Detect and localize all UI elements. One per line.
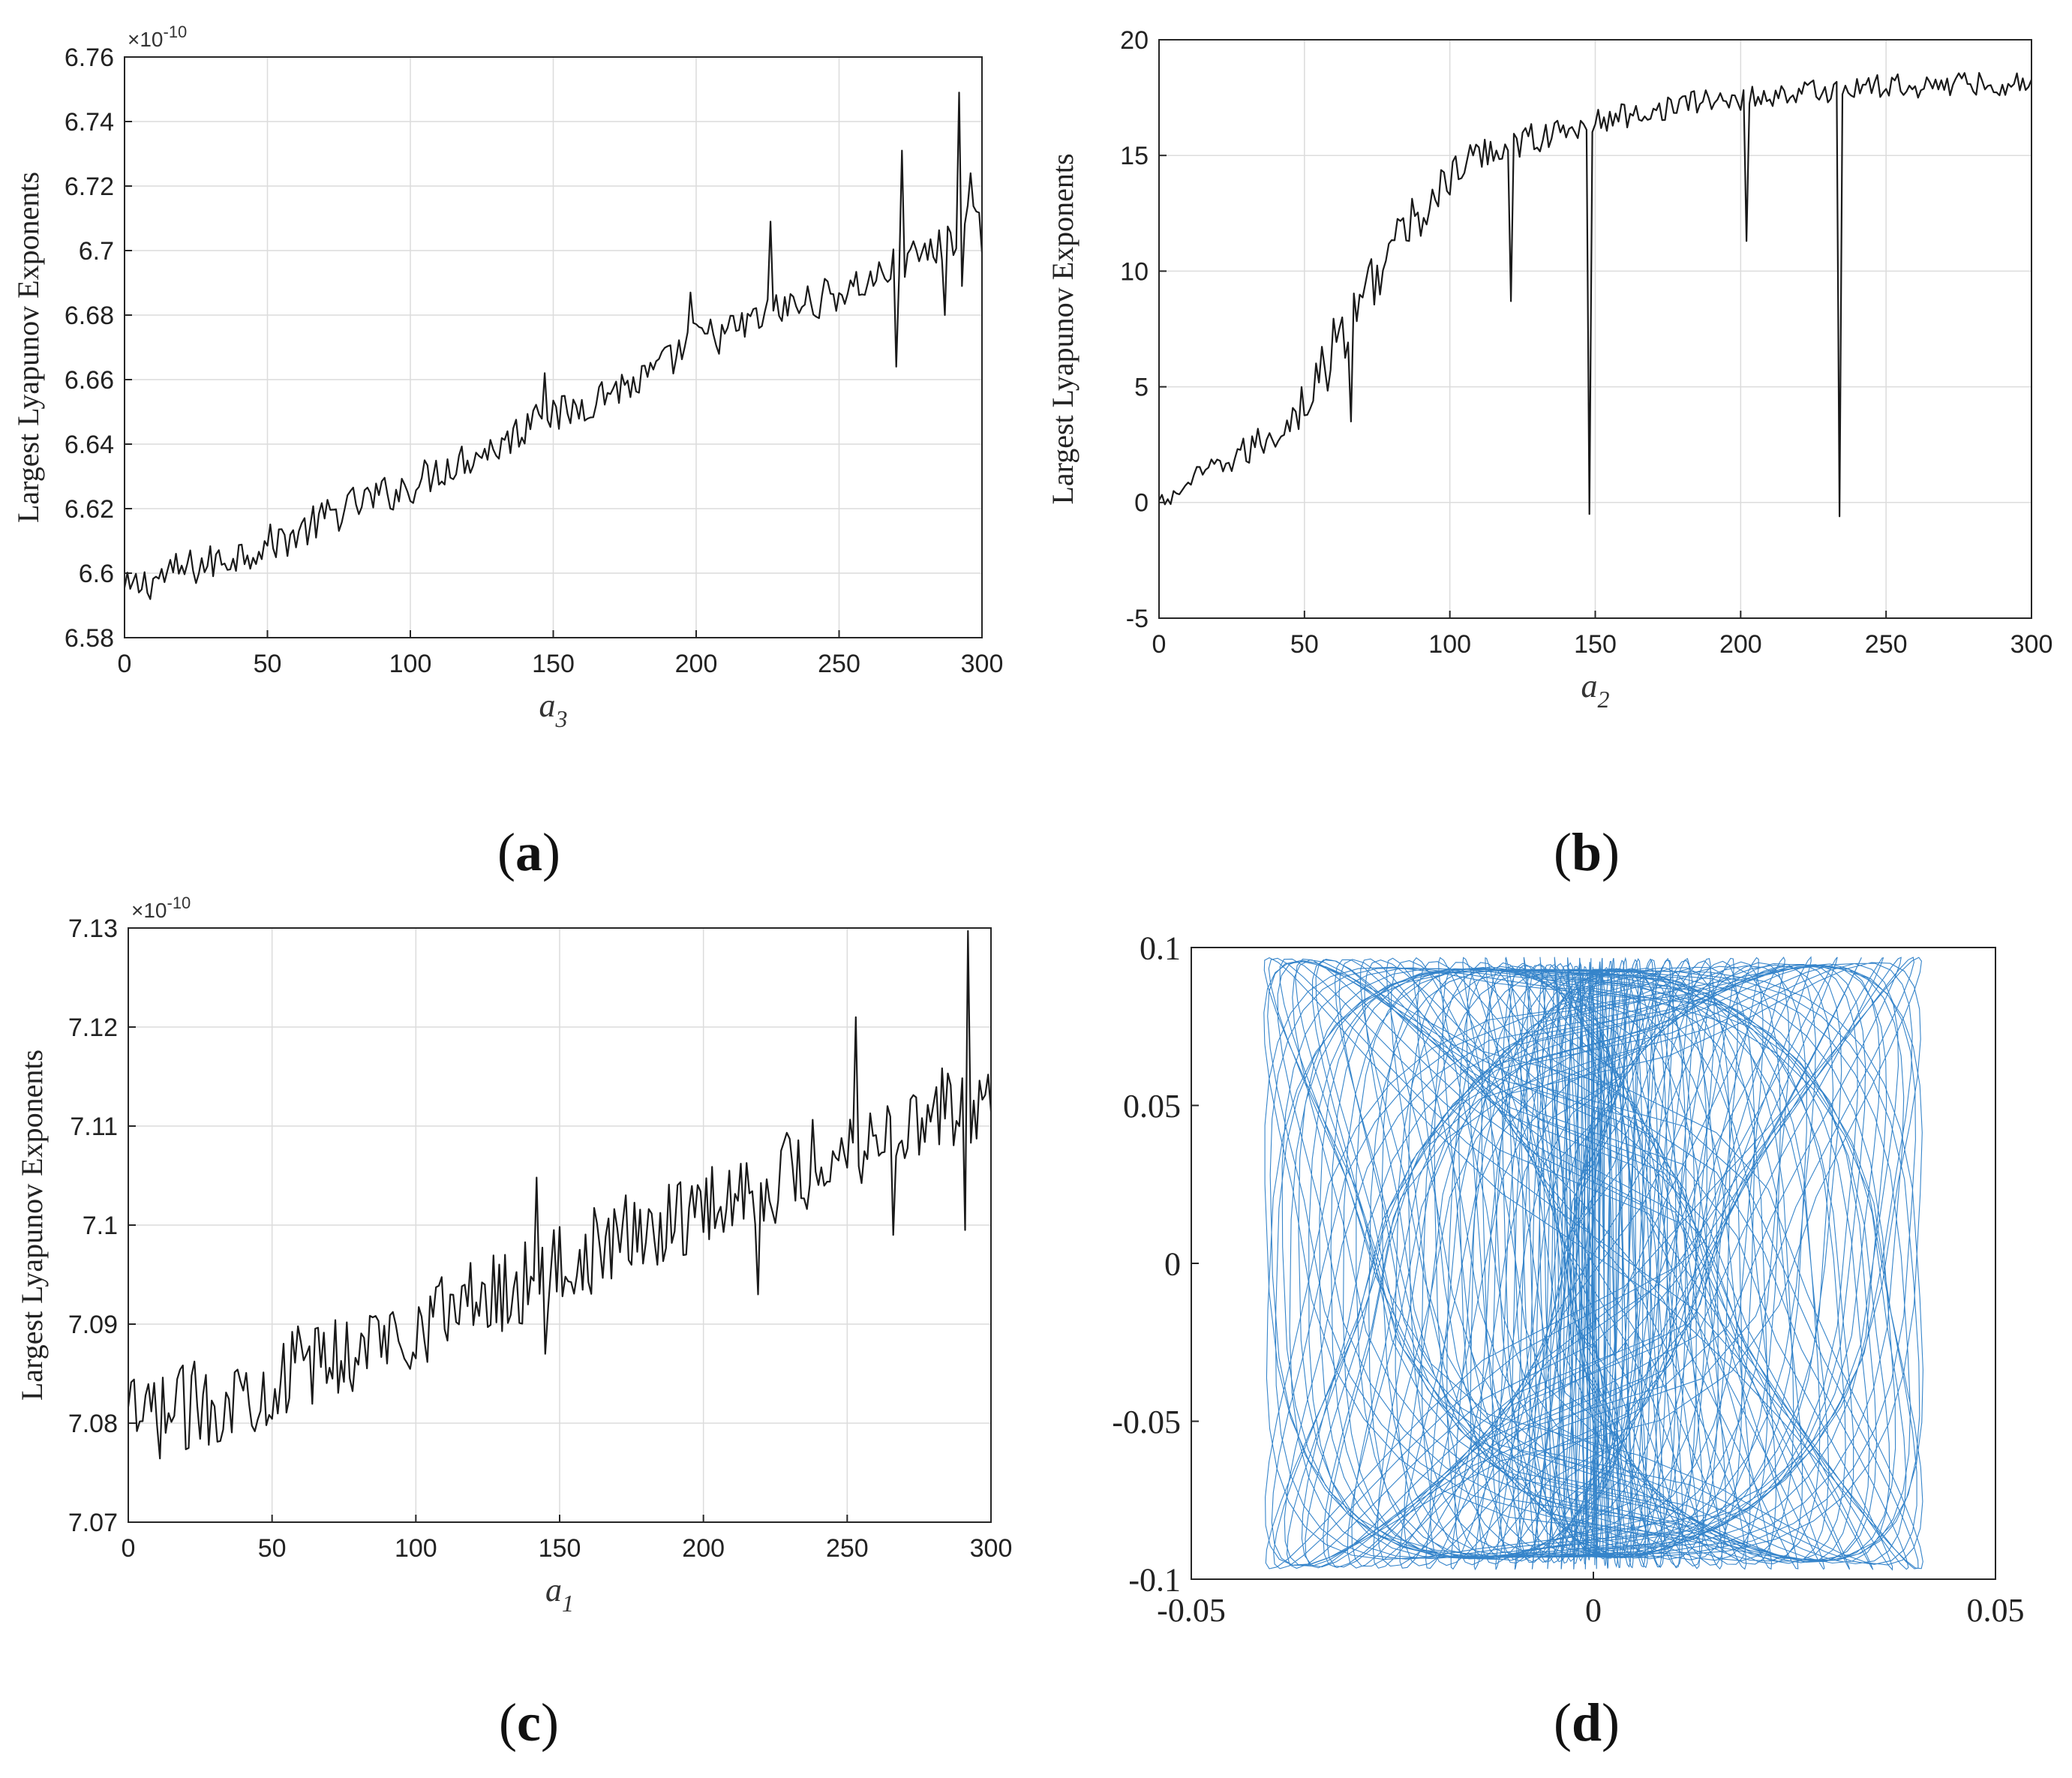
y-tick-label: 0.1 xyxy=(1140,930,1181,966)
x-axis-label: a2 xyxy=(1581,668,1610,713)
y-tick-label: 7.08 xyxy=(68,1410,118,1438)
x-tick-label: 100 xyxy=(395,1534,437,1563)
series-line-lle xyxy=(1158,72,2033,518)
x-tick-label: 250 xyxy=(818,650,860,678)
y-axis-label: Largest Lyapunov Exponents xyxy=(11,172,45,523)
x-tick-label: 50 xyxy=(258,1534,287,1563)
x-tick-label: 300 xyxy=(2010,630,2053,659)
chart-a: 0 50 100 150 200 250 300 6.58 6.6 6.62 6.64 6.66 6.6… xyxy=(11,23,1003,732)
series-line-lle xyxy=(123,92,983,600)
y-tick-label: 5 xyxy=(1134,374,1149,402)
x-tick-label: 150 xyxy=(539,1534,581,1563)
y-tick-label: 15 xyxy=(1120,142,1149,170)
x-tick-label: 300 xyxy=(970,1534,1013,1563)
y-axis-label: Largest Lyapunov Exponents xyxy=(1046,153,1080,504)
chart-c: 0 50 100 150 200 250 300 7.07 7.08 7.09 7.1 7.11 7.1… xyxy=(15,894,1012,1617)
x-tick-label: 50 xyxy=(1290,630,1319,659)
panel-label-b: (b) xyxy=(1554,822,1620,882)
y-tick-label: 10 xyxy=(1120,257,1149,286)
x-tick-label: 300 xyxy=(961,650,1004,678)
y-tick-label: 7.09 xyxy=(68,1311,118,1339)
x-axis-label-subscript: 2 xyxy=(1598,686,1610,713)
x-tick-label: 250 xyxy=(1865,630,1908,659)
exponent-power: -10 xyxy=(167,894,191,912)
y-tick-label: 6.72 xyxy=(65,173,114,201)
x-axis-label: a1 xyxy=(545,1572,574,1617)
x-tick-label: 0 xyxy=(1152,630,1167,659)
x-tick-label: 100 xyxy=(1428,630,1471,659)
x-axis-label: a3 xyxy=(539,687,568,732)
y-tick-label: 6.76 xyxy=(65,44,114,72)
y-tick-label: 6.66 xyxy=(65,366,114,395)
x-tick-label: 150 xyxy=(1574,630,1617,659)
x-tick-label: 50 xyxy=(254,650,282,678)
y-tick-label: 6.6 xyxy=(79,560,114,588)
x-tick-label: 150 xyxy=(532,650,575,678)
exponent-label: ×10-10 xyxy=(131,894,191,922)
y-tick-label: 7.13 xyxy=(68,915,118,943)
x-tick-label: 0.05 xyxy=(1967,1592,2025,1629)
x-tick-label: 200 xyxy=(1719,630,1762,659)
trajectory-path xyxy=(1263,956,1923,1571)
y-tick-label: 6.62 xyxy=(65,495,114,524)
y-tick-label: -0.1 xyxy=(1128,1561,1181,1598)
x-tick-label: 0 xyxy=(1585,1592,1602,1629)
y-tick-label: 20 xyxy=(1120,26,1149,55)
y-tick-label: 0.05 xyxy=(1123,1088,1181,1125)
x-tick-label: 200 xyxy=(682,1534,725,1563)
panel-label-d: (d) xyxy=(1554,1692,1620,1752)
x-tick-label: 200 xyxy=(675,650,718,678)
y-tick-label: -0.05 xyxy=(1112,1404,1181,1440)
y-tick-label: 6.58 xyxy=(65,624,114,653)
x-tick-label: -0.05 xyxy=(1157,1592,1226,1629)
y-tick-label: 0 xyxy=(1134,489,1149,518)
x-axis-label-subscript: 3 xyxy=(555,705,568,732)
x-axis-label-subscript: 1 xyxy=(562,1590,574,1617)
x-tick-label: 0 xyxy=(118,650,132,678)
y-axis-label: Largest Lyapunov Exponents xyxy=(15,1050,49,1401)
y-tick-label: 6.64 xyxy=(65,431,114,459)
y-tick-label: 7.07 xyxy=(68,1509,118,1537)
y-tick-label: 7.11 xyxy=(70,1113,118,1141)
exponent-label: ×10-10 xyxy=(128,23,187,51)
x-tick-label: 250 xyxy=(826,1534,869,1563)
panel-label-c: (c) xyxy=(499,1692,559,1752)
y-tick-label: 6.74 xyxy=(65,108,114,137)
y-tick-label: 7.1 xyxy=(83,1212,118,1240)
y-tick-label: 0 xyxy=(1164,1245,1181,1282)
x-tick-label: 100 xyxy=(389,650,432,678)
x-tick-label: 0 xyxy=(122,1534,136,1563)
exponent-power: -10 xyxy=(164,23,188,41)
panel-label-a: (a) xyxy=(497,822,560,882)
y-tick-label: 6.68 xyxy=(65,302,114,330)
y-tick-label: 6.7 xyxy=(79,237,114,266)
series-line-lle xyxy=(127,930,992,1460)
y-tick-label: -5 xyxy=(1126,605,1149,633)
y-tick-label: 7.12 xyxy=(68,1014,118,1042)
